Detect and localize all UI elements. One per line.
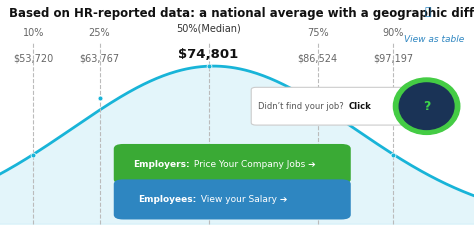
Text: Employees:: Employees: xyxy=(138,195,197,204)
Text: ?: ? xyxy=(423,100,430,113)
FancyBboxPatch shape xyxy=(114,144,351,184)
Text: Based on HR-reported data: a national average with a geographic differential: Based on HR-reported data: a national av… xyxy=(9,7,474,20)
Ellipse shape xyxy=(399,83,454,130)
Text: $74,801: $74,801 xyxy=(178,48,239,61)
Text: 25%: 25% xyxy=(89,28,110,38)
Text: $86,524: $86,524 xyxy=(298,54,337,64)
Text: ⓘ: ⓘ xyxy=(424,7,431,17)
Text: $53,720: $53,720 xyxy=(13,54,53,64)
FancyBboxPatch shape xyxy=(251,87,408,125)
Text: View as table: View as table xyxy=(404,35,465,44)
FancyBboxPatch shape xyxy=(114,179,351,219)
Text: $63,767: $63,767 xyxy=(80,54,119,64)
Text: 75%: 75% xyxy=(307,28,328,38)
Text: $97,197: $97,197 xyxy=(374,54,413,64)
Text: Employers:: Employers: xyxy=(133,160,190,169)
Text: 90%: 90% xyxy=(383,28,404,38)
Text: Price Your Company Jobs ➔: Price Your Company Jobs ➔ xyxy=(191,160,315,169)
Text: View your Salary ➔: View your Salary ➔ xyxy=(198,195,287,204)
Ellipse shape xyxy=(393,78,460,135)
Text: 10%: 10% xyxy=(22,28,44,38)
Text: Click: Click xyxy=(348,102,371,111)
Text: Didn’t find your job?: Didn’t find your job? xyxy=(258,102,346,111)
Text: 50%(Median): 50%(Median) xyxy=(176,23,241,33)
